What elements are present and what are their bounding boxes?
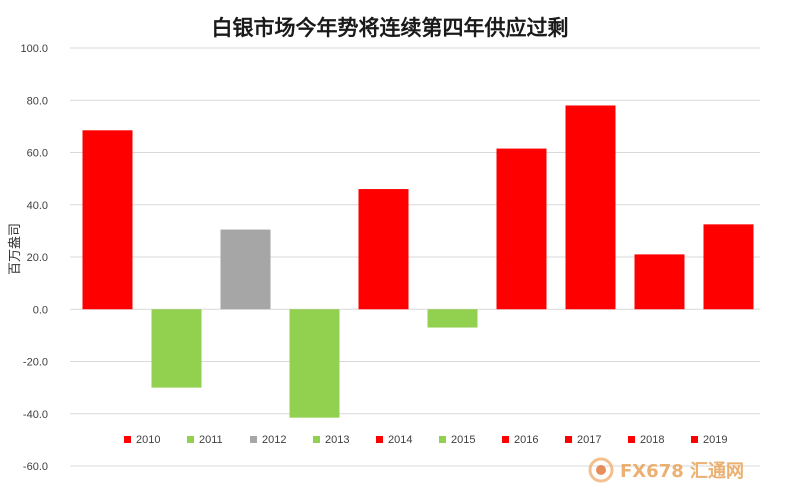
bar-2015 <box>427 309 478 328</box>
legend: 2010 2011 2012 2013 2014 2015 2016 2017 2018 2019 <box>124 434 727 446</box>
y-axis-ticks: 100.0 80.0 60.0 40.0 20.0 0.0 -20.0 -40.0 -60.0 <box>20 43 48 473</box>
y-tick-label: 40.0 <box>27 200 48 212</box>
legend-label-2017: 2017 <box>577 434 601 446</box>
legend-swatch-2015 <box>439 436 446 443</box>
y-tick-label: 100.0 <box>20 43 48 55</box>
legend-swatch-2012 <box>250 436 257 443</box>
bar-2014 <box>358 189 409 310</box>
bar-2016 <box>496 148 547 310</box>
y-axis-label: 百万盎司 <box>8 223 23 275</box>
legend-label-2016: 2016 <box>514 434 538 446</box>
bar-2013 <box>289 309 340 418</box>
legend-swatch-2013 <box>313 436 320 443</box>
bar-2019 <box>703 224 754 310</box>
legend-label-2012: 2012 <box>262 434 286 446</box>
legend-label-2013: 2013 <box>325 434 349 446</box>
y-tick-label: -40.0 <box>23 409 48 421</box>
bar-2010 <box>82 130 133 310</box>
bar-2011 <box>151 309 202 388</box>
legend-swatch-2010 <box>124 436 131 443</box>
legend-label-2015: 2015 <box>451 434 475 446</box>
bar-2017 <box>565 105 616 310</box>
chart-title: 白银市场今年势将连续第四年供应过剩 <box>212 16 569 40</box>
y-tick-label: 60.0 <box>27 148 48 160</box>
legend-label-2019: 2019 <box>703 434 727 446</box>
watermark: FX678 汇通网 <box>588 457 744 483</box>
legend-swatch-2019 <box>691 436 698 443</box>
legend-swatch-2017 <box>565 436 572 443</box>
legend-label-2018: 2018 <box>640 434 664 446</box>
bar-2012 <box>220 229 271 310</box>
bar-2018 <box>634 254 685 310</box>
fx678-logo-icon <box>588 457 614 483</box>
y-tick-label: 80.0 <box>27 95 48 107</box>
bars <box>82 105 754 418</box>
legend-swatch-2018 <box>628 436 635 443</box>
y-tick-label: 20.0 <box>27 252 48 264</box>
legend-label-2014: 2014 <box>388 434 412 446</box>
y-tick-label: 0.0 <box>33 304 48 316</box>
legend-swatch-2014 <box>376 436 383 443</box>
legend-swatch-2016 <box>502 436 509 443</box>
legend-label-2011: 2011 <box>199 434 223 446</box>
y-tick-label: -60.0 <box>23 461 48 473</box>
legend-label-2010: 2010 <box>136 434 160 446</box>
legend-swatch-2011 <box>187 436 194 443</box>
y-tick-label: -20.0 <box>23 357 48 369</box>
watermark-text: FX678 汇通网 <box>620 461 744 482</box>
